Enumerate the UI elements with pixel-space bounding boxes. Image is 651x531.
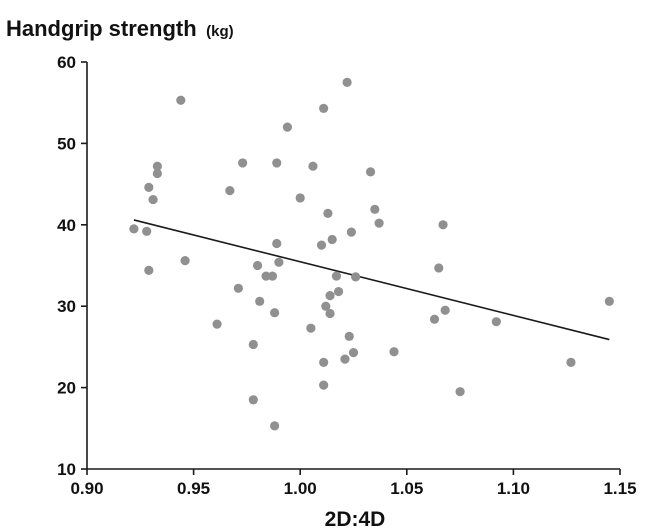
scatter-point <box>440 305 450 315</box>
scatter-point <box>252 260 263 271</box>
scatter-point <box>180 256 190 266</box>
scatter-point <box>344 331 354 341</box>
y-tick-group: 10 20 30 40 50 60 <box>57 53 87 479</box>
scatter-point <box>282 122 293 132</box>
scatter-point <box>152 168 162 179</box>
y-tick-label: 30 <box>57 297 76 316</box>
scatter-point <box>374 218 384 228</box>
scatter-point <box>274 257 284 267</box>
scatter-point <box>370 204 380 214</box>
y-tick-label: 10 <box>57 460 76 479</box>
scatter-point <box>270 308 280 318</box>
scatter-point <box>348 347 359 358</box>
scatter-point <box>325 308 335 319</box>
scatter-point <box>148 194 158 205</box>
scatter-point <box>319 103 329 113</box>
scatter-point <box>306 323 316 333</box>
scatter-point <box>261 271 271 281</box>
scatter-point <box>248 339 258 350</box>
y-tick-label: 40 <box>57 216 76 235</box>
scatter-point <box>267 271 278 281</box>
scatter-point <box>365 167 376 177</box>
x-tick-label: 1.10 <box>497 479 530 498</box>
scatter-point <box>316 240 327 250</box>
scatter-point <box>351 272 361 282</box>
scatter-point <box>331 271 342 281</box>
y-tick-label: 50 <box>57 134 76 153</box>
scatter-point <box>152 161 162 171</box>
x-tick-group: 0.90 0.95 1.00 1.05 1.10 1.15 <box>70 469 637 498</box>
scatter-point <box>295 193 305 203</box>
scatter-point <box>327 234 337 245</box>
trendline <box>133 219 610 341</box>
scatter-point <box>176 95 186 105</box>
chart-title: Handgrip strength (kg) <box>6 16 234 41</box>
scatter-point <box>129 224 139 234</box>
y-tick-label: 20 <box>57 379 76 398</box>
scatter-point <box>272 238 282 249</box>
data-points <box>129 77 614 431</box>
scatter-point <box>346 227 356 237</box>
scatter-point <box>233 283 243 293</box>
scatter-point <box>144 182 154 192</box>
x-tick-label: 0.95 <box>177 479 210 498</box>
scatter-point <box>325 291 335 301</box>
scatter-point <box>144 265 154 275</box>
scatter-point <box>566 357 576 367</box>
scatter-point <box>319 357 329 367</box>
scatter-point <box>434 263 444 273</box>
scatter-point <box>455 387 465 397</box>
scatter-point <box>342 77 352 87</box>
x-tick-label: 1.15 <box>603 479 636 498</box>
scatter-point <box>225 186 235 196</box>
scatter-point <box>438 220 448 230</box>
x-tick-label: 1.05 <box>390 479 423 498</box>
scatter-point <box>248 395 258 405</box>
scatter-point <box>340 354 350 364</box>
x-tick-label: 1.00 <box>284 479 317 498</box>
scatter-point <box>308 161 318 171</box>
scatter-point <box>429 314 440 324</box>
scatter-point <box>212 319 222 329</box>
y-tick-label: 60 <box>57 53 76 72</box>
scatter-point <box>604 296 614 306</box>
scatter-point <box>255 296 265 306</box>
scatter-point <box>272 158 282 168</box>
scatter-point <box>238 158 248 168</box>
scatter-point <box>319 380 329 390</box>
scatter-point <box>270 421 280 431</box>
x-axis-title: 2D:4D <box>325 508 386 531</box>
scatter-point <box>491 317 501 327</box>
scatter-point <box>323 208 333 219</box>
scatter-point <box>321 301 331 311</box>
trendline-group <box>133 219 610 341</box>
scatter-point <box>333 286 344 297</box>
scatter-point <box>142 226 152 236</box>
x-tick-label: 0.90 <box>70 479 103 498</box>
scatter-point <box>389 347 399 357</box>
